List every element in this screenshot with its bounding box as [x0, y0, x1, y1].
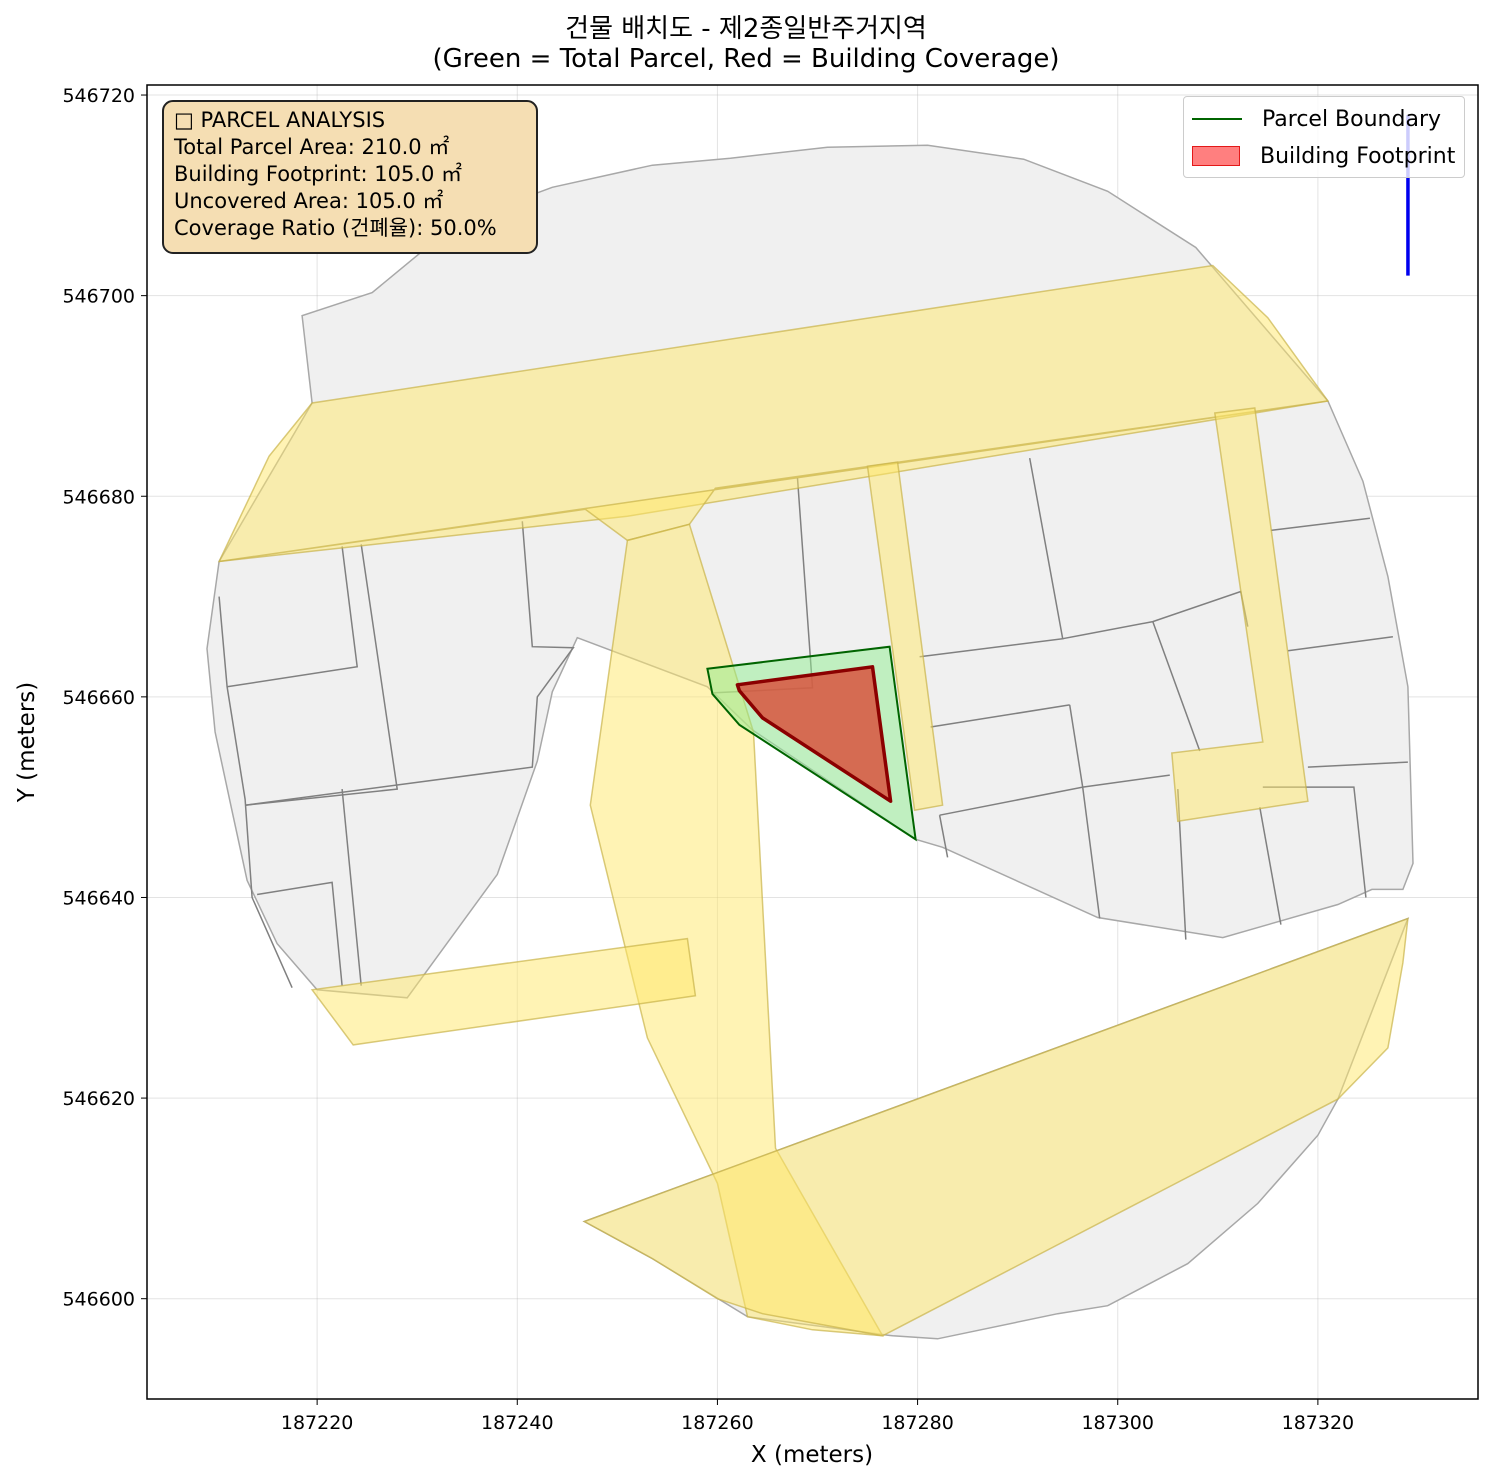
road-polygon [866, 461, 944, 812]
chart-title-line2: (Green = Total Parcel, Red = Building Co… [432, 44, 1060, 74]
parcel-line [245, 521, 575, 806]
parcel-line [226, 546, 359, 688]
total-area-text: Total Parcel Area: 210.0 ㎡ [174, 135, 450, 159]
x-axis-label: X (meters) [751, 1442, 873, 1468]
parcel-line [1082, 774, 1170, 788]
legend-item-building: Building Footprint [1192, 141, 1455, 171]
x-tick-label: 187300 [1081, 1412, 1154, 1434]
parcel-line [1259, 807, 1282, 925]
road-polygon [1170, 407, 1309, 823]
x-tick-label: 187220 [281, 1412, 354, 1434]
parcel-line [1068, 704, 1084, 788]
parcel-line [341, 789, 362, 986]
y-tick-label: 546720 [62, 85, 135, 107]
parcel-line [938, 815, 949, 858]
parcel-line [1270, 517, 1370, 532]
y-tick-label: 546660 [62, 687, 135, 709]
parcel-analysis-box: □ PARCEL ANALYSIS Total Parcel Area: 210… [162, 100, 538, 254]
legend-line-swatch [1192, 118, 1242, 120]
parcel-line [1287, 635, 1393, 652]
parcel-line [218, 596, 293, 989]
legend-patch-swatch [1192, 146, 1240, 166]
road-polygon [310, 937, 697, 1046]
x-tick-label: 187280 [881, 1412, 954, 1434]
legend-label-building: Building Footprint [1260, 143, 1456, 169]
legend-item-parcel: Parcel Boundary [1192, 104, 1441, 134]
legend-label-parcel: Parcel Boundary [1262, 106, 1442, 132]
x-tick-label: 187260 [681, 1412, 754, 1434]
parcel-line [245, 544, 399, 806]
parcel-line [256, 881, 343, 986]
uncovered-text: Uncovered Area: 105.0 ㎡ [174, 189, 444, 213]
y-tick-label: 546640 [62, 887, 135, 909]
parcel-line [1307, 761, 1408, 768]
y-tick-label: 546700 [62, 286, 135, 308]
x-tick-label: 187240 [481, 1412, 554, 1434]
y-tick-label: 546680 [62, 486, 135, 508]
building-footprint [735, 665, 893, 803]
road-polygon [582, 917, 1409, 1337]
legend: Parcel Boundary Building Footprint [1183, 96, 1465, 178]
footprint-text: Building Footprint: 105.0 ㎡ [174, 162, 463, 186]
road-polygon [217, 264, 1330, 563]
parcel-line [930, 704, 1070, 728]
y-tick-label: 546600 [62, 1289, 135, 1311]
coverage-ratio-text: Coverage Ratio (건폐율): 50.0% [174, 216, 497, 240]
y-tick-label: 546620 [62, 1088, 135, 1110]
y-axis-label: Y (meters) [14, 682, 40, 803]
x-tick-label: 187320 [1282, 1412, 1355, 1434]
parcel-line [1152, 621, 1201, 752]
surrounding-parcels-area [206, 144, 1414, 999]
plot-frame [146, 84, 1479, 1400]
analysis-heading: □ PARCEL ANALYSIS [174, 108, 386, 132]
chart-title-line1: 건물 배치도 - 제2종일반주거지역 [565, 14, 927, 44]
